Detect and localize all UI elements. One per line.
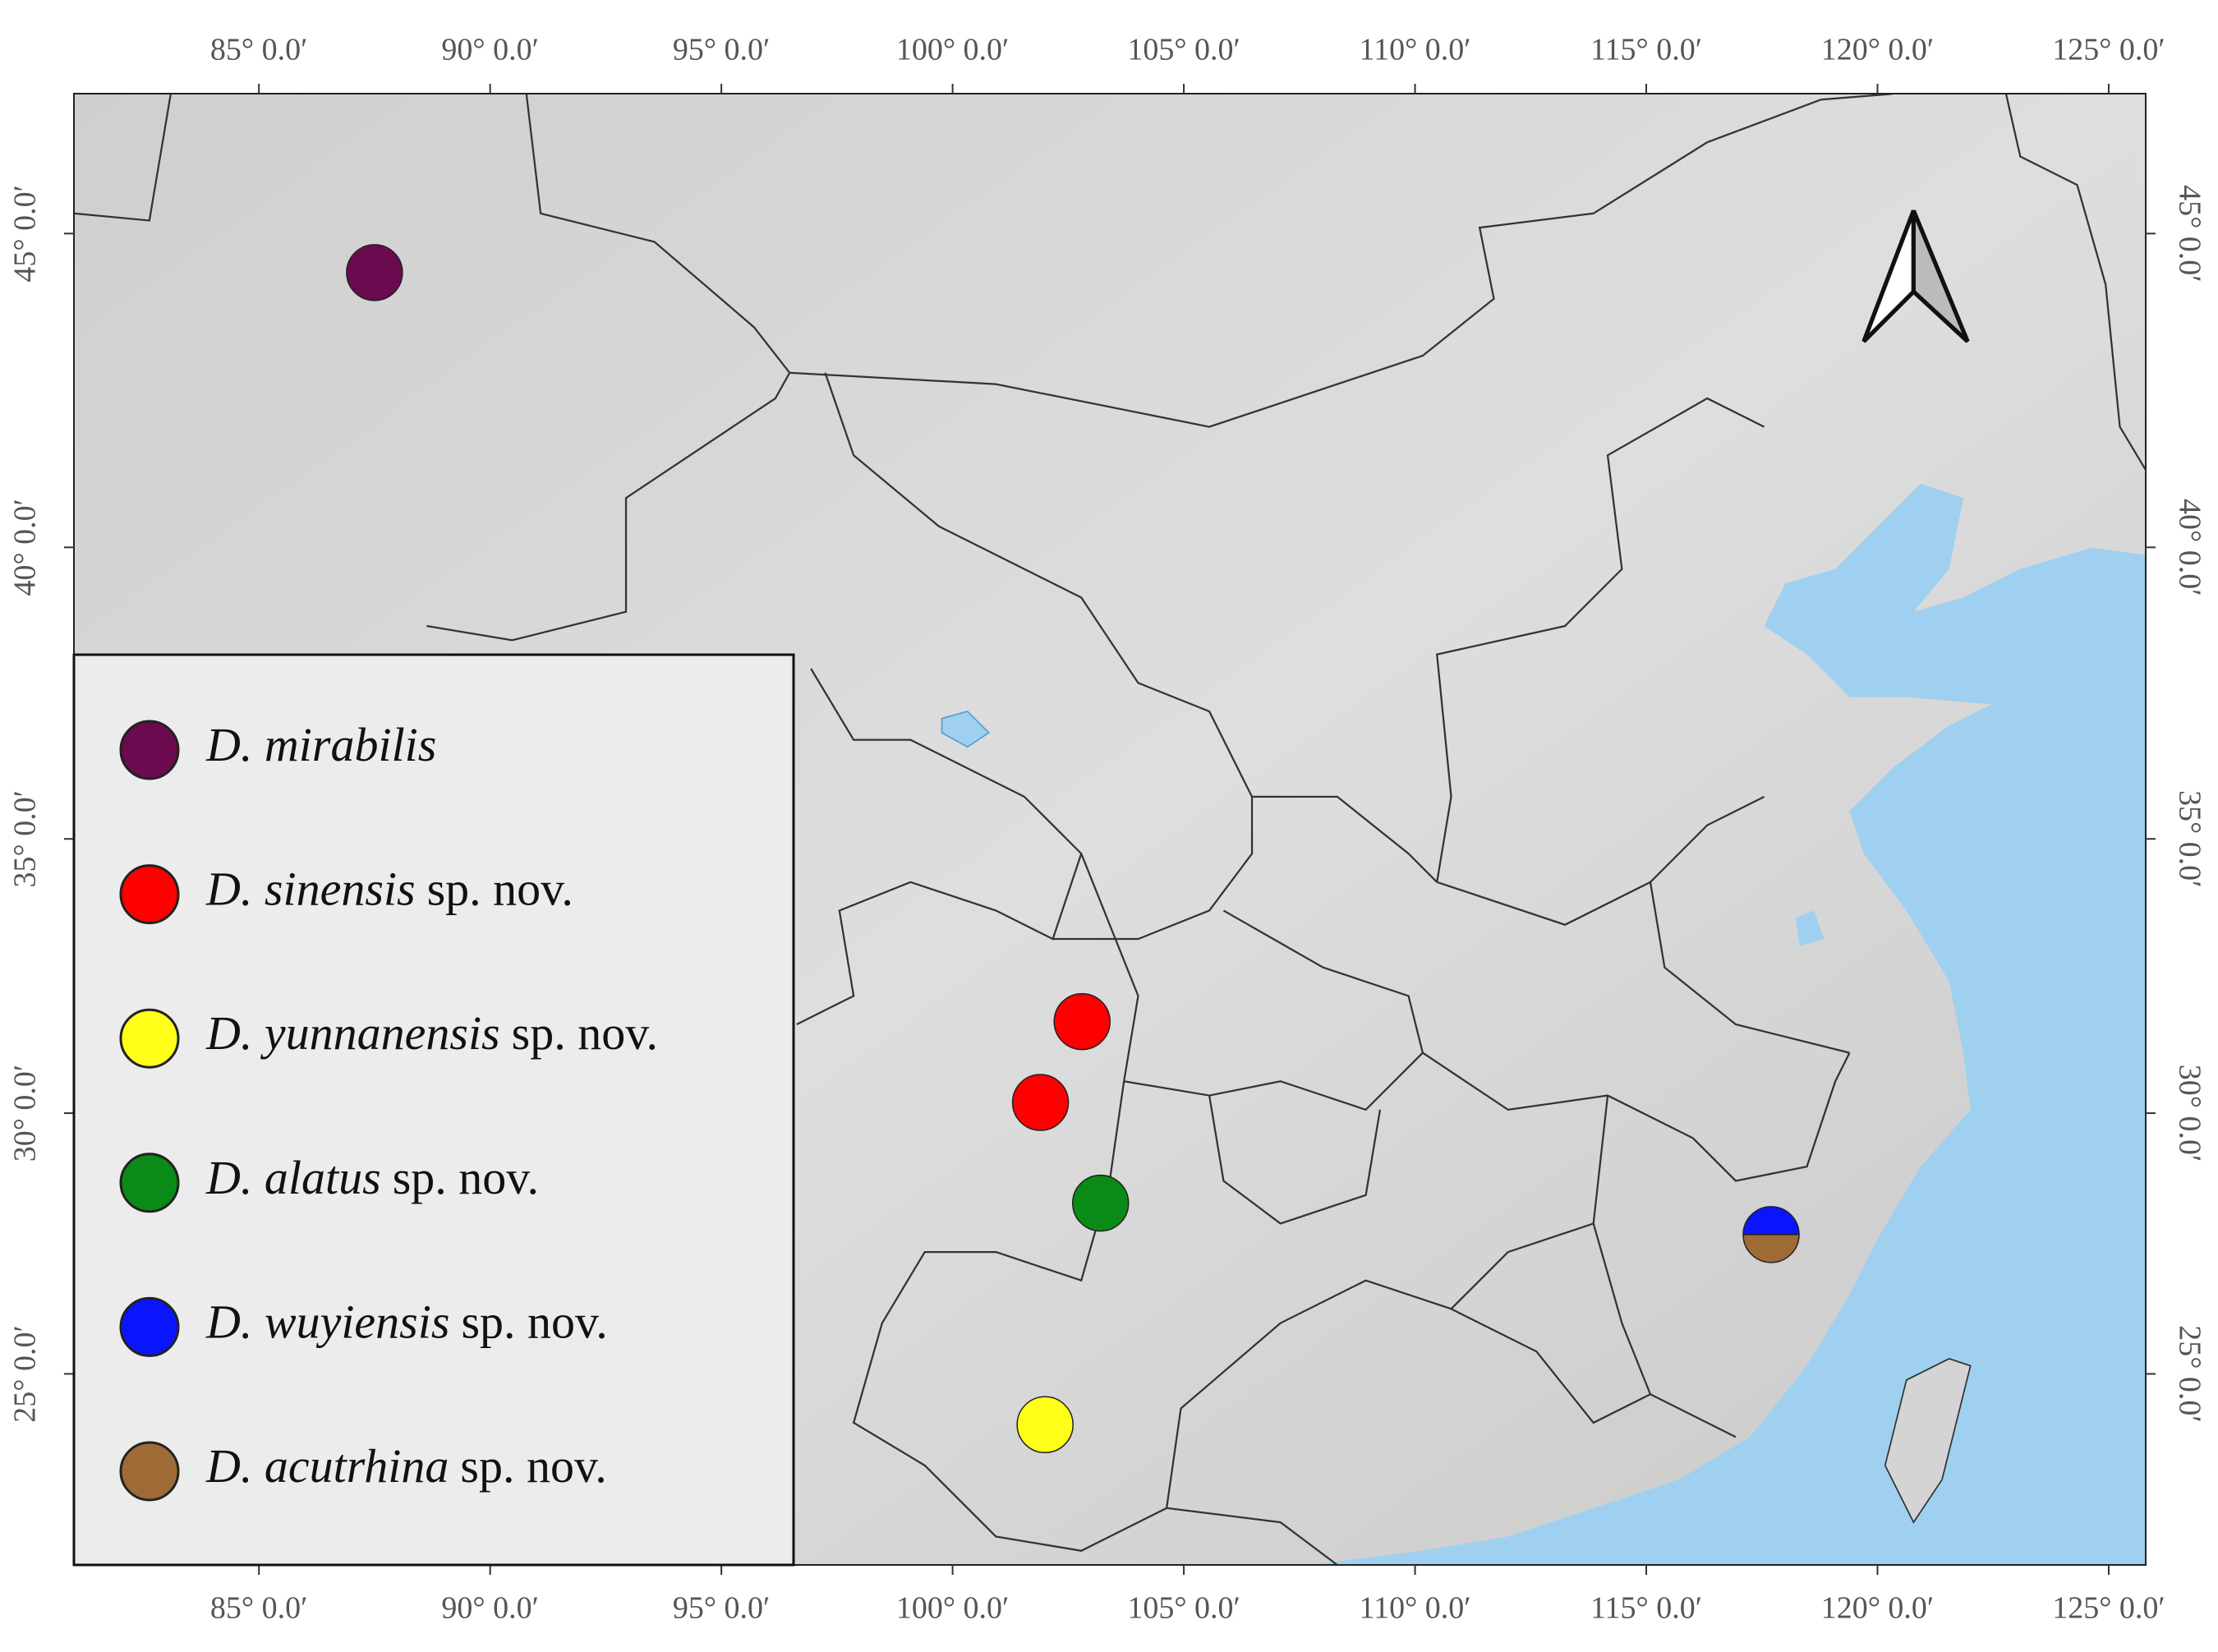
legend-box [72, 653, 795, 1567]
occurrence-point [1011, 1074, 1070, 1131]
legend-swatch [119, 1153, 180, 1213]
species-name: D. wuyiensis [205, 1295, 449, 1349]
x-tick-label: 115° 0.0′ [1590, 1591, 1702, 1626]
legend-label: D. alatus sp. nov. [205, 1151, 539, 1204]
legend-swatch [119, 720, 180, 780]
x-tick-label: 110° 0.0′ [1359, 33, 1470, 67]
legend-swatch [119, 1008, 180, 1069]
species-name: D. sinensis [205, 863, 416, 916]
species-suffix: sp. nov. [512, 1007, 658, 1061]
x-tick-label: 90° 0.0′ [441, 33, 539, 67]
legend-label: D. mirabilis [205, 718, 436, 771]
x-tick-label: 85° 0.0′ [210, 1591, 308, 1626]
x-tick-label: 85° 0.0′ [210, 33, 308, 67]
occurrence-point [346, 244, 403, 301]
legend-label: D. yunnanensis sp. nov. [205, 1007, 658, 1061]
legend-swatch [119, 1296, 180, 1357]
species-name: D. alatus [205, 1151, 381, 1204]
x-tick-label: 120° 0.0′ [1821, 33, 1935, 67]
lake [1795, 910, 1825, 946]
legend-label: D. sinensis sp. nov. [205, 863, 573, 916]
y-tick-label: 35° 0.0′ [8, 790, 43, 888]
x-tick-label: 100° 0.0′ [896, 1591, 1010, 1626]
y-tick-label: 30° 0.0′ [8, 1065, 43, 1162]
occurrence-point [1742, 1234, 1800, 1263]
legend-swatch [119, 864, 180, 925]
north-arrow [1911, 209, 1970, 343]
y-tick-label: 25° 0.0′ [8, 1325, 43, 1423]
species-suffix: sp. nov. [460, 1439, 606, 1493]
sea [1309, 483, 2146, 1565]
border [1422, 1051, 1851, 1395]
occurrence-point [1742, 1206, 1800, 1236]
border [74, 94, 1893, 428]
occurrence-point [1016, 1396, 1074, 1454]
y-tick-label: 30° 0.0′ [2172, 1065, 2206, 1162]
x-tick-label: 125° 0.0′ [2052, 1591, 2165, 1626]
legend-label: D. acutrhina sp. nov. [205, 1439, 607, 1493]
occurrence-point [1053, 992, 1111, 1051]
y-tick-label: 35° 0.0′ [2172, 790, 2206, 888]
species-suffix: sp. nov. [393, 1151, 539, 1204]
basemap-shapes [74, 94, 2146, 1565]
x-tick-label: 105° 0.0′ [1127, 33, 1240, 67]
x-tick-label: 115° 0.0′ [1590, 33, 1702, 67]
species-name: D. mirabilis [205, 718, 436, 771]
y-tick-label: 40° 0.0′ [2172, 499, 2206, 596]
y-tick-label: 45° 0.0′ [8, 185, 43, 283]
graticule-labels: 85° 0.0′ 85° 0.0′ 90° 0.0′ 90° 0.0′ 95° 0.0′… [8, 33, 2207, 1626]
island [1884, 1358, 1972, 1524]
y-tick-label: 25° 0.0′ [2172, 1325, 2206, 1423]
y-tick-label: 40° 0.0′ [8, 499, 43, 596]
x-tick-label: 90° 0.0′ [441, 1591, 539, 1626]
species-suffix: sp. nov. [427, 863, 573, 916]
x-tick-label: 105° 0.0′ [1127, 1591, 1240, 1626]
y-tick-label: 45° 0.0′ [2172, 185, 2206, 283]
occurrence-layer [346, 244, 1800, 1454]
x-tick-label: 95° 0.0′ [673, 33, 771, 67]
species-name: D. acutrhina [205, 1439, 449, 1493]
species-name: D. yunnanensis [205, 1007, 500, 1061]
species-suffix: sp. nov. [461, 1295, 607, 1349]
legend-label: D. wuyiensis sp. nov. [205, 1295, 608, 1349]
x-tick-label: 95° 0.0′ [673, 1591, 771, 1626]
x-tick-label: 125° 0.0′ [2052, 33, 2165, 67]
x-tick-label: 110° 0.0′ [1359, 1591, 1470, 1626]
legend-swatch [119, 1441, 180, 1502]
border [1435, 94, 2146, 1054]
x-tick-label: 100° 0.0′ [896, 33, 1010, 67]
border [426, 372, 1254, 798]
x-tick-label: 120° 0.0′ [1821, 1591, 1935, 1626]
lake [941, 710, 991, 748]
occurrence-point [1071, 1174, 1130, 1232]
